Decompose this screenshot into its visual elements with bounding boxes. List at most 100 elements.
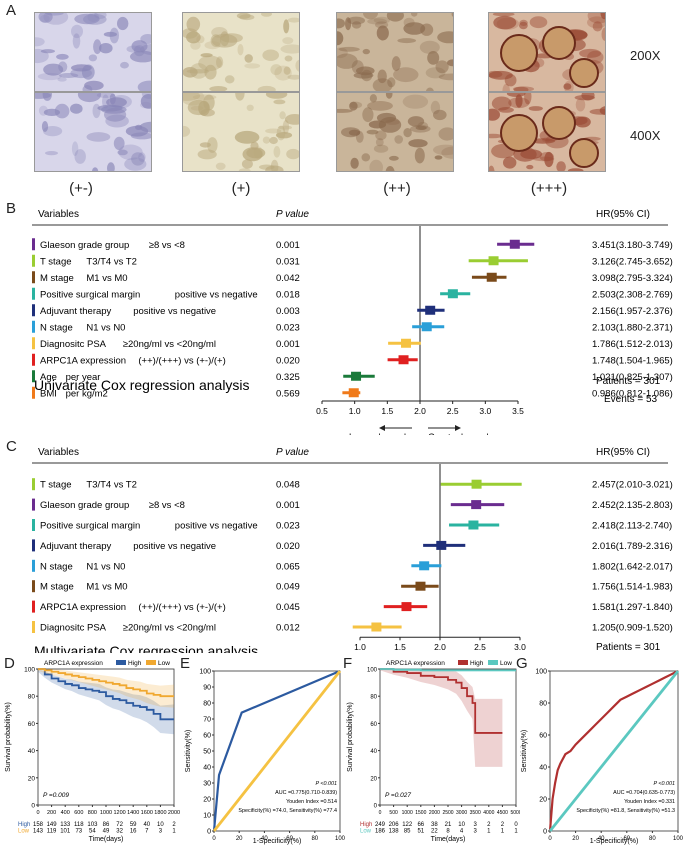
y-tick-label: 10 — [203, 813, 211, 820]
forest-row-hr-text: 2.452(2.135-2.803) — [592, 500, 673, 511]
forest-row-detail: M1 vs M0 — [86, 582, 127, 593]
forest-row-pvalue: 0.569 — [276, 388, 300, 399]
forest-point — [401, 602, 412, 612]
legend-label: Low — [158, 660, 170, 667]
forest-row-hr-text: 1.748(1.504-1.965) — [592, 355, 673, 366]
risk-table-value: 1 — [514, 829, 518, 835]
risk-table-value: 1 — [172, 829, 176, 835]
risk-table-value: 54 — [89, 829, 96, 835]
risk-table-label: Low — [18, 829, 30, 835]
forest-row-hr-text: 1.756(1.514-1.983) — [592, 582, 673, 593]
forest-row-pvalue: 0.020 — [276, 355, 300, 366]
forest-row-detail: ≥8 vs <8 — [149, 240, 185, 251]
x-tick-label: 100 — [335, 836, 346, 842]
forest-x-tick-label: 1.0 — [354, 642, 366, 652]
forest-point — [471, 500, 482, 510]
forest-row-name: Diagnositc PSA — [40, 339, 107, 350]
x-tick-label: 80 — [649, 836, 656, 842]
forest-row-marker — [32, 539, 35, 552]
forest-title: Univariate Cox regression analysis — [34, 377, 250, 393]
risk-table-value: 59 — [130, 822, 137, 828]
forest-x-tick-label: 2.0 — [434, 642, 446, 652]
forest-row-hr-text: 1.205(0.909-1.520) — [592, 623, 673, 634]
risk-table-value: 3 — [474, 829, 478, 835]
y-tick-label: 80 — [28, 694, 36, 701]
forest-row-hr-text: 0.986(0.812-1.086) — [592, 388, 673, 399]
forest-row-pvalue: 0.003 — [276, 306, 300, 317]
forest-row-marker — [32, 478, 35, 491]
risk-table-value: 158 — [33, 822, 44, 828]
risk-table-value: 40 — [143, 822, 150, 828]
forest-row-detail: N1 vs N0 — [86, 561, 125, 572]
roc-stat: AUC =0.704(0.635-0.773) — [613, 790, 675, 796]
x-tick-label: 200 — [47, 810, 56, 816]
x-tick-label: 20 — [236, 836, 243, 842]
forest-row-name: Glaeson grade group — [40, 500, 129, 511]
y-tick-label: 40 — [370, 749, 377, 755]
y-tick-label: 100 — [24, 667, 35, 674]
y-tick-label: 80 — [203, 701, 211, 708]
risk-table-value: 73 — [75, 829, 82, 835]
forest-row-name: Positive surgical margin — [40, 521, 140, 532]
risk-table-value: 103 — [87, 822, 98, 828]
micrograph-200x-1 — [182, 12, 300, 92]
forest-row-pvalue: 0.012 — [276, 623, 300, 634]
x-tick-label: 40 — [261, 836, 268, 842]
forest-row-pvalue: 0.049 — [276, 582, 300, 593]
forest-row-pvalue: 0.023 — [276, 521, 300, 532]
risk-table-value: 86 — [103, 822, 110, 828]
forest-greater-label: Greater hazard — [428, 432, 489, 435]
x-tick-label: 500 — [389, 810, 398, 816]
risk-table-value: 32 — [116, 829, 123, 835]
roc-stat: P <0.001 — [315, 781, 337, 787]
forest-header-pvalue: P value — [276, 447, 309, 458]
forest-title: Multivariate Cox regression analysis — [34, 643, 258, 653]
forest-header-variables: Variables — [38, 447, 79, 458]
x-tick-label: 1000 — [402, 810, 413, 816]
forest-row-detail: N1 vs N0 — [86, 322, 125, 333]
forest-row-hr-text: 1.802(1.642-2.017) — [592, 561, 673, 572]
forest-point — [468, 520, 479, 530]
x-tick-label: 0 — [379, 810, 382, 816]
forest-row-hr-text: 3.126(2.745-3.652) — [592, 256, 673, 267]
y-tick-label: 70 — [203, 717, 211, 724]
risk-table-value: 2 — [501, 822, 505, 828]
roc-stat: Specificity(%) =74.0, Sensitivity(%) =77… — [238, 808, 337, 814]
forest-row-pvalue: 0.001 — [276, 339, 300, 350]
forest-point — [471, 479, 482, 489]
forest-row-pvalue: 0.031 — [276, 256, 300, 267]
x-tick-label: 2500 — [442, 810, 453, 816]
forest-row-marker — [32, 287, 35, 300]
y-tick-label: 20 — [370, 776, 377, 782]
confidence-band — [38, 669, 174, 708]
roc-curve-g: 0 20 40 60 80 100 0 20 40 60 80 100 1-Specificity(%)… — [521, 669, 684, 846]
y-tick-label: 80 — [539, 701, 547, 708]
legend-swatch — [488, 660, 498, 665]
forest-point — [419, 561, 430, 571]
roc-stat: AUC =0.775(0.710-0.839) — [275, 790, 337, 796]
forest-row-name: T stage — [40, 480, 72, 491]
forest-plot-multivariate: Variables P value HR(95% CI) T stage T3/T4 v… — [32, 447, 673, 653]
forest-header-hr: HR(95% CI) — [596, 209, 650, 220]
forest-header-hr: HR(95% CI) — [596, 447, 650, 458]
y-tick-label: 40 — [539, 765, 547, 772]
forest-patients: Patients = 301 — [596, 376, 661, 387]
forest-row-pvalue: 0.045 — [276, 602, 300, 613]
forest-row-hr-text: 2.503(2.308-2.769) — [592, 289, 673, 300]
forest-point — [415, 581, 426, 591]
forest-row-name: Adjuvant therapy — [40, 306, 112, 317]
forest-row-marker — [32, 238, 35, 251]
x-tick-label: 1400 — [127, 810, 139, 816]
forest-row-hr-text: 2.016(1.789-2.316) — [592, 541, 673, 552]
forest-row-pvalue: 0.065 — [276, 561, 300, 572]
forest-row-detail: positive vs negative — [175, 521, 258, 532]
risk-table-value: 72 — [116, 822, 123, 828]
panel-letter-c: C — [6, 438, 17, 455]
forest-row-marker — [32, 386, 35, 399]
forest-point — [371, 622, 382, 632]
x-tick-label: 4000 — [483, 810, 494, 816]
risk-table-value: 2 — [172, 822, 176, 828]
magnification-200x: 200X — [630, 48, 661, 63]
forest-x-tick-label: 2.5 — [447, 406, 459, 416]
y-tick-label: 40 — [28, 748, 36, 755]
